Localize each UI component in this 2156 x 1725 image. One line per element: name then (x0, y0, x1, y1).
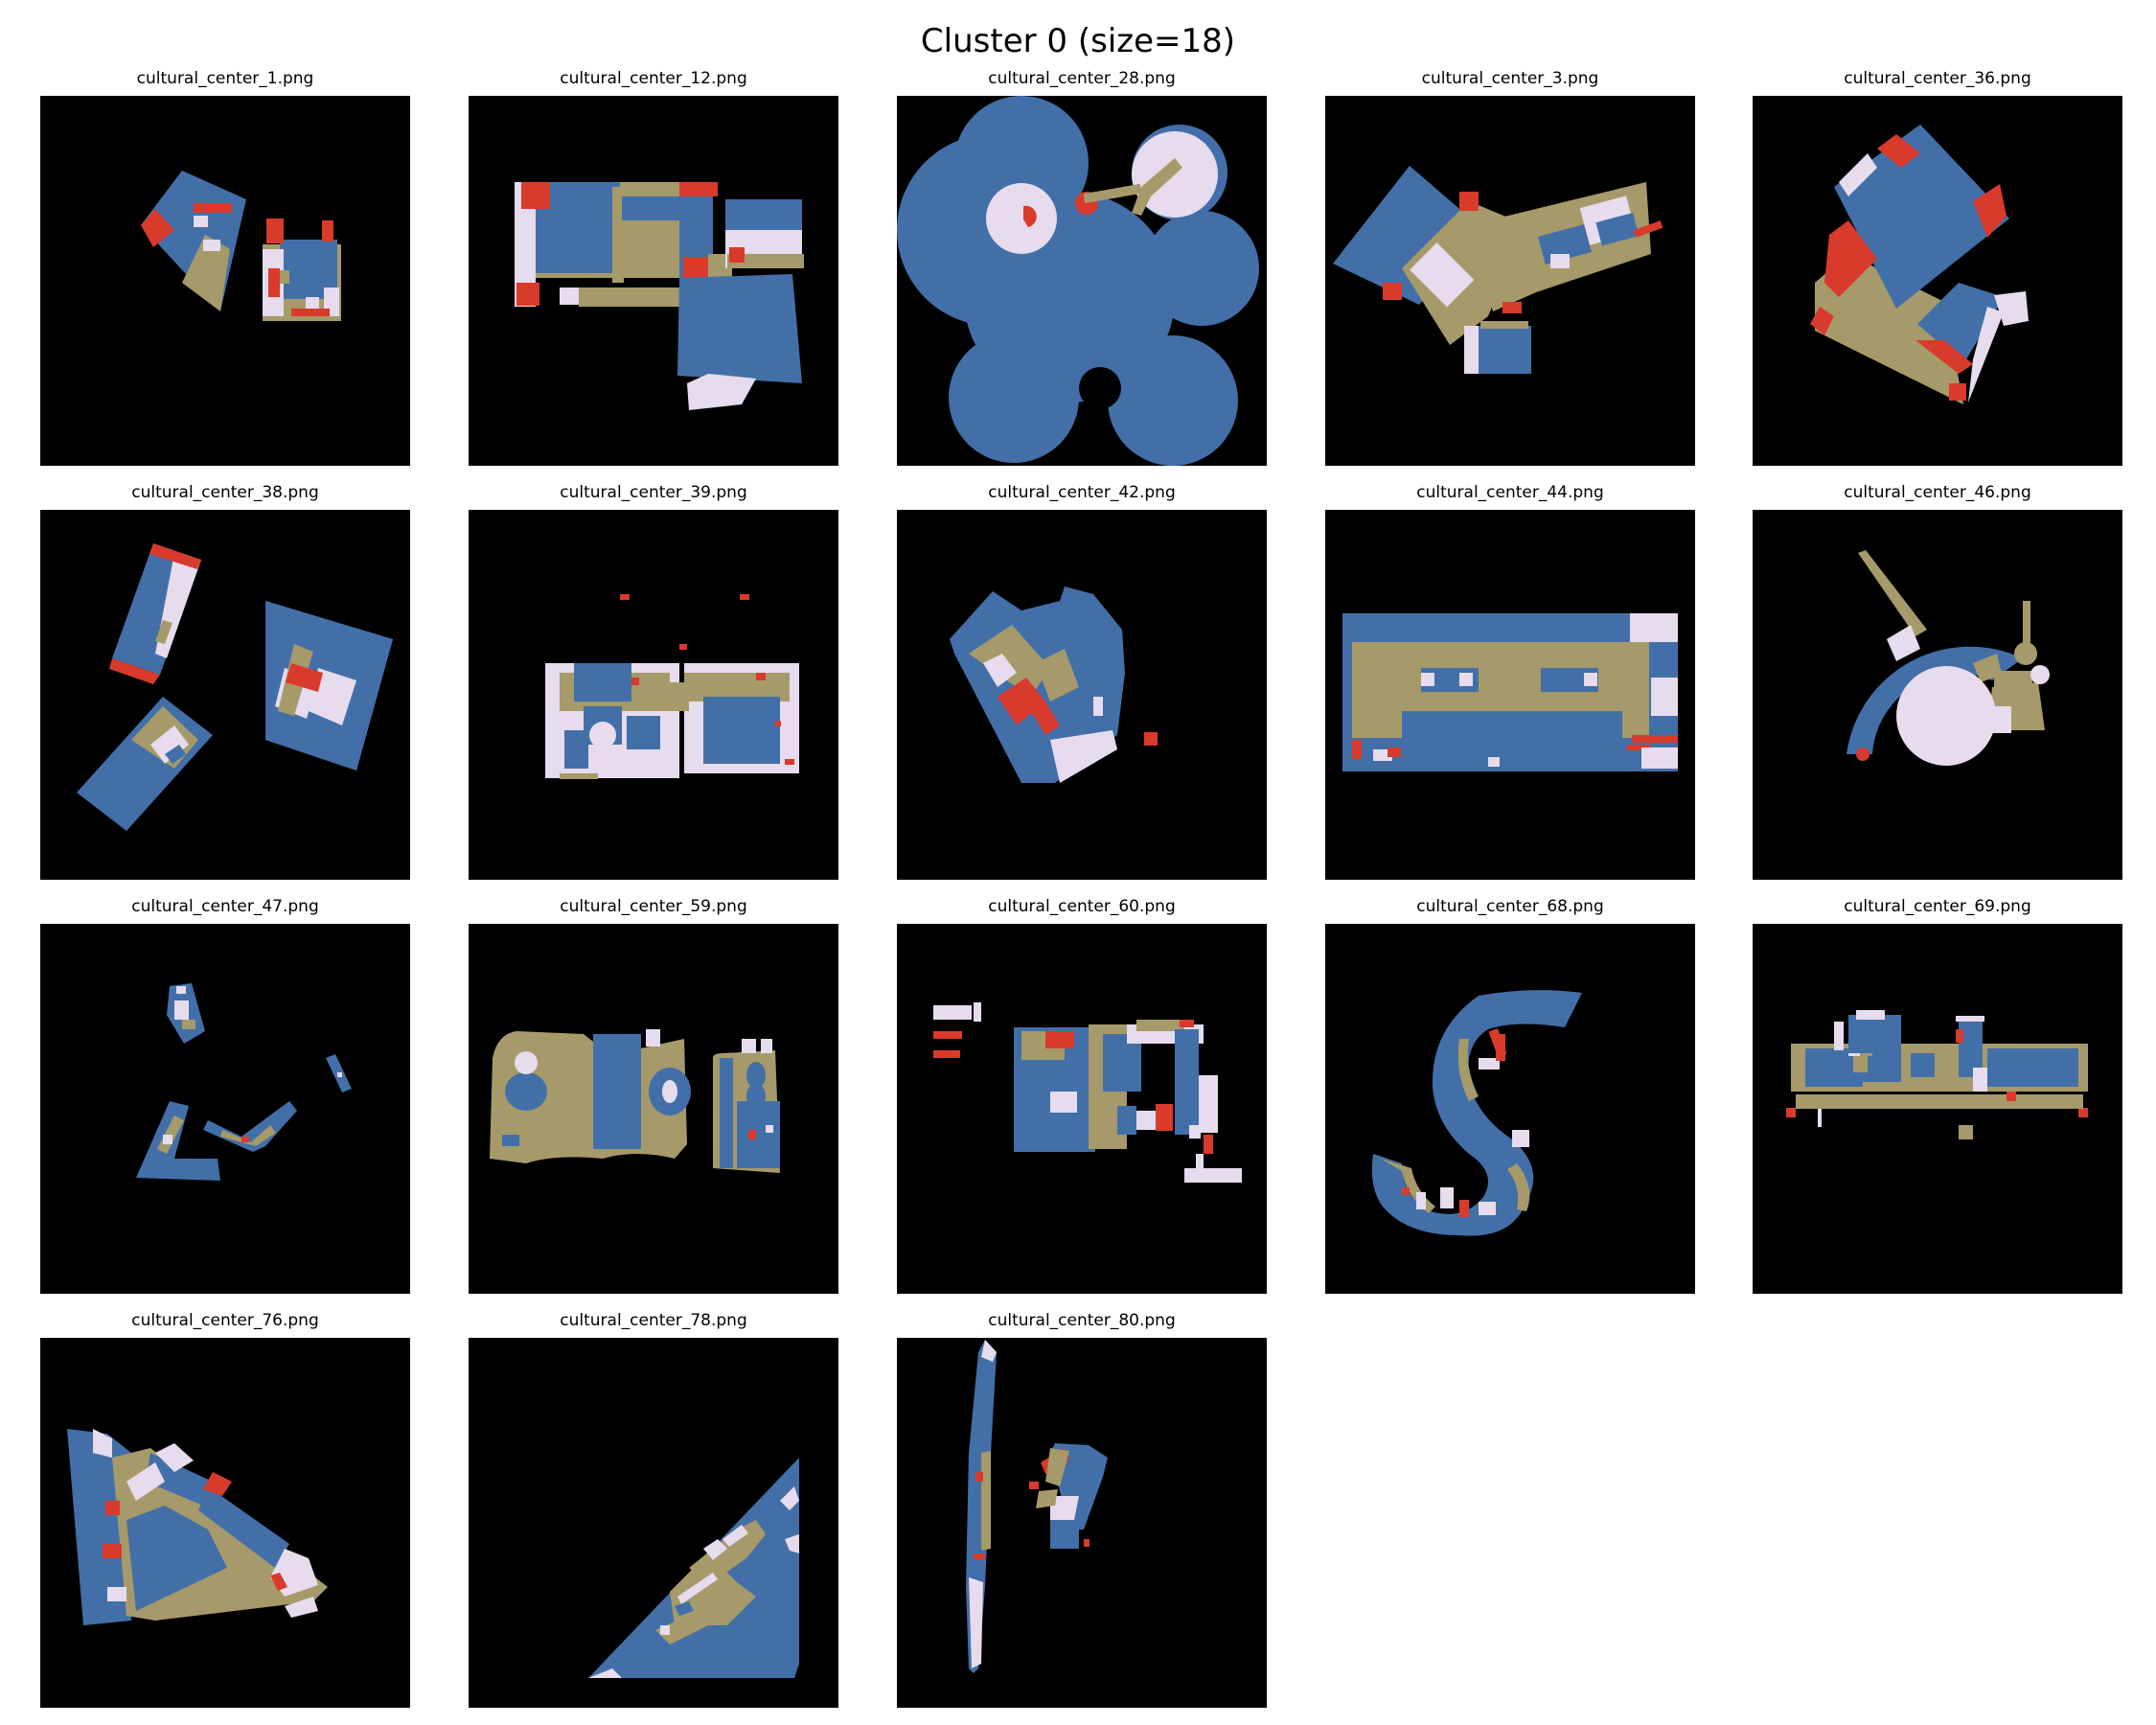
floorplan-image (1325, 96, 1695, 466)
floorplan-image (40, 1338, 410, 1708)
floorplan-image (897, 510, 1267, 880)
floorplan-image (1325, 510, 1695, 880)
floorplan-image (1753, 510, 2122, 880)
floorplan-image (897, 924, 1267, 1294)
floorplan-image (40, 924, 410, 1294)
thumbnail-label: cultural_center_12.png (560, 69, 747, 88)
thumbnail-label: cultural_center_36.png (1844, 69, 2031, 88)
thumbnail-label: cultural_center_80.png (988, 1311, 1176, 1330)
thumbnail-label: cultural_center_44.png (1416, 483, 1604, 502)
floorplan-image (40, 96, 410, 466)
floorplan-image (1753, 924, 2122, 1294)
thumbnail-label: cultural_center_59.png (560, 897, 747, 916)
figure-title: Cluster 0 (size=18) (920, 22, 1236, 60)
floorplan-image (40, 510, 410, 880)
thumbnail-label: cultural_center_60.png (988, 897, 1176, 916)
thumbnail-label: cultural_center_39.png (560, 483, 747, 502)
thumbnail-label: cultural_center_68.png (1416, 897, 1604, 916)
thumbnail-label: cultural_center_3.png (1421, 69, 1599, 88)
floorplan-image (897, 1338, 1267, 1708)
thumbnail-label: cultural_center_38.png (131, 483, 319, 502)
thumbnail-label: cultural_center_78.png (560, 1311, 747, 1330)
floorplan-image (469, 96, 838, 466)
floorplan-image (469, 1338, 838, 1708)
floorplan-image (469, 510, 838, 880)
floorplan-image (1753, 96, 2122, 466)
floorplan-image (469, 924, 838, 1294)
thumbnail-label: cultural_center_76.png (131, 1311, 319, 1330)
thumbnail-label: cultural_center_42.png (988, 483, 1176, 502)
floorplan-image (897, 96, 1267, 466)
thumbnail-label: cultural_center_28.png (988, 69, 1176, 88)
thumbnail-label: cultural_center_1.png (136, 69, 314, 88)
floorplan-image (1325, 924, 1695, 1294)
thumbnail-label: cultural_center_47.png (131, 897, 319, 916)
thumbnail-label: cultural_center_69.png (1844, 897, 2031, 916)
thumbnail-label: cultural_center_46.png (1844, 483, 2031, 502)
